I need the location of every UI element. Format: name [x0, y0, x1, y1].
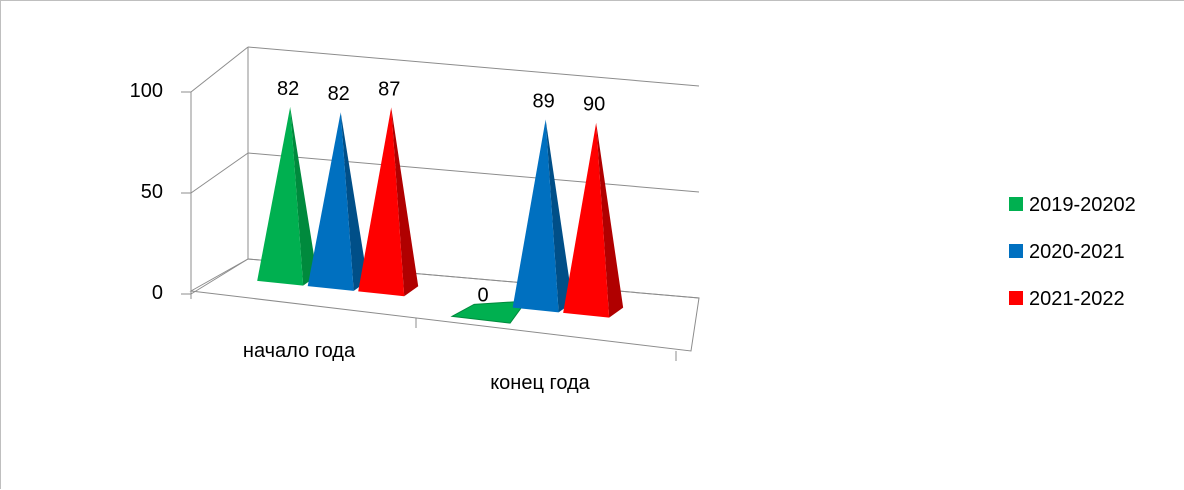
legend-item: 2019-20202 [1009, 194, 1136, 216]
data-label: 0 [478, 285, 489, 307]
side-gridline [190, 152, 249, 194]
data-label: 89 [533, 90, 555, 112]
bar-1-3 [358, 107, 405, 297]
legend-swatch [1009, 291, 1023, 305]
x-tick-label: начало года [243, 340, 356, 362]
side-gridline [190, 46, 249, 93]
legend-swatch [1009, 197, 1023, 211]
legend-item: 2020-2021 [1009, 241, 1125, 263]
legend-label: 2021-2022 [1029, 288, 1125, 310]
x-tick-label: конец года [490, 372, 590, 394]
y-tick-label: 100 [130, 80, 163, 102]
bar-2-3 [563, 122, 610, 318]
bar-side-2-2 [545, 119, 573, 313]
y-tick-label: 50 [141, 181, 163, 203]
labels-layer: 0 50 100 82 82 87 0 89 90 начало года конец года [130, 78, 606, 394]
gridline [247, 46, 700, 87]
bar-side-1-2 [340, 112, 368, 291]
data-label: 82 [328, 83, 350, 105]
legend: 2019-20202 2020-2021 2021-2022 [1009, 194, 1136, 310]
legend-swatch [1009, 244, 1023, 258]
bar-1-2 [307, 112, 354, 291]
floor [189, 258, 700, 352]
bar-side-1-1 [290, 106, 318, 286]
data-label: 87 [378, 78, 400, 100]
bar-side-1-3 [391, 107, 419, 297]
bars-layer [257, 106, 624, 324]
bar-1-1 [257, 106, 304, 286]
legend-label: 2019-20202 [1029, 194, 1136, 216]
grid-layer [181, 46, 700, 361]
y-tick-label: 0 [152, 282, 163, 304]
legend-item: 2021-2022 [1009, 288, 1125, 310]
data-label: 82 [277, 78, 299, 100]
gridline [247, 152, 700, 193]
data-label: 90 [583, 94, 605, 116]
legend-label: 2020-2021 [1029, 241, 1125, 263]
bar-2-2 [512, 119, 559, 313]
bar-side-2-3 [596, 122, 624, 318]
